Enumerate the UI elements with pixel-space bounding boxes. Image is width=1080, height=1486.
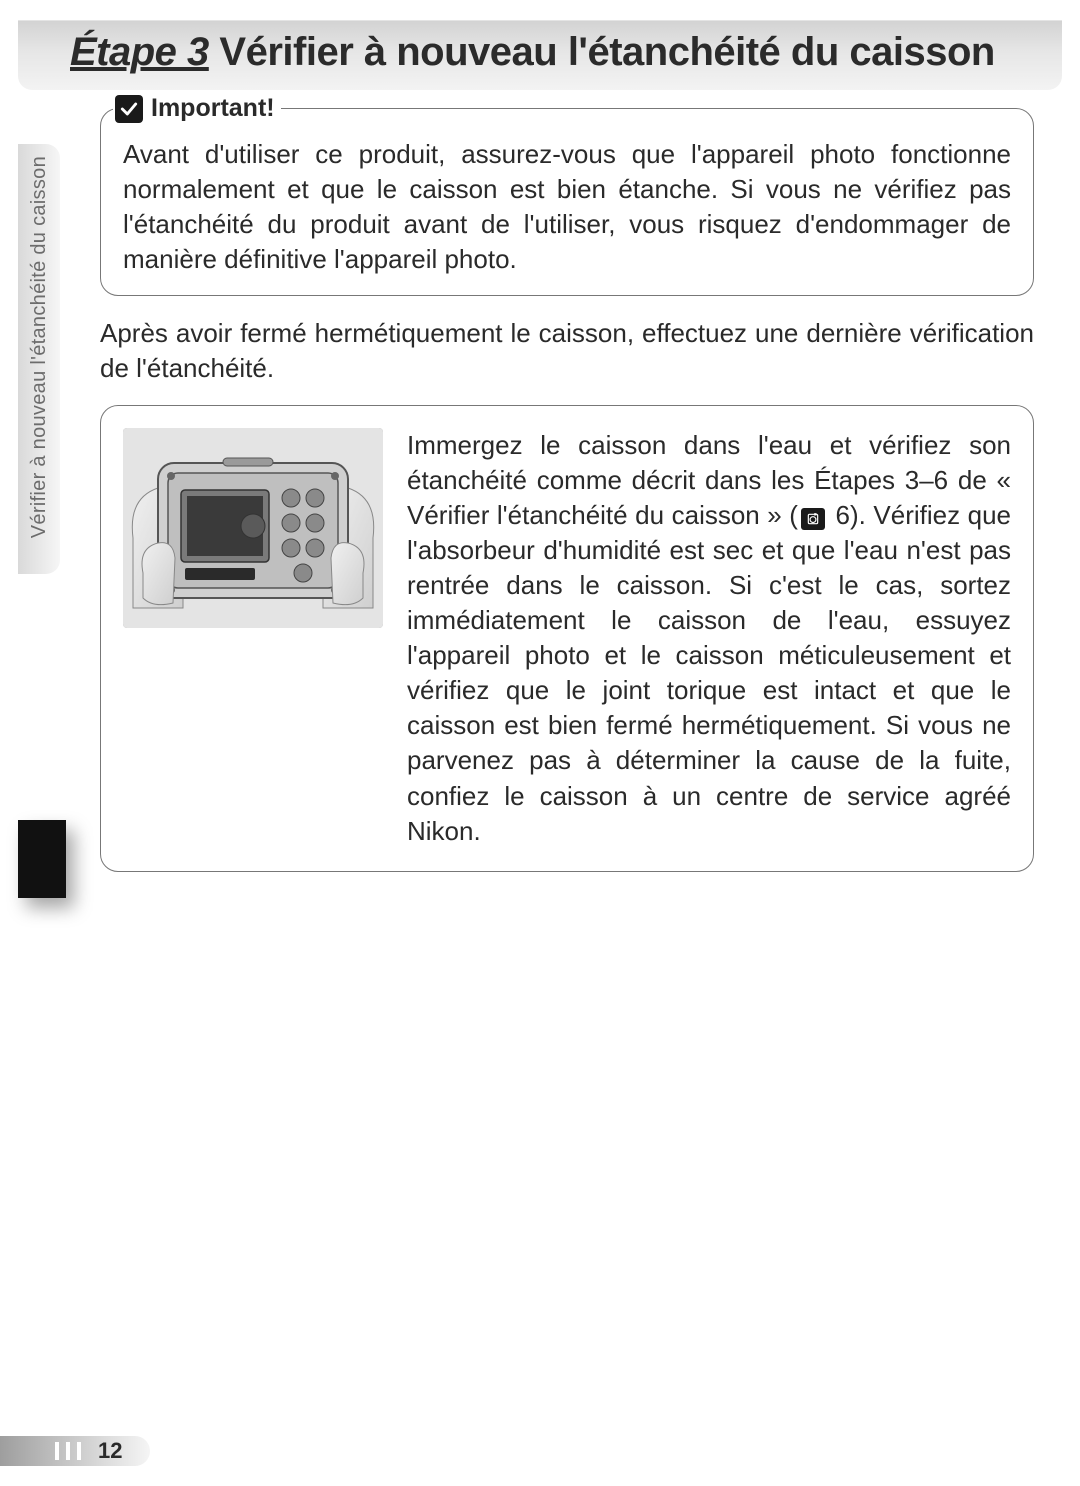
instruction-ref-page: 6 [836, 500, 850, 530]
page-wrap: Étape 3 Vérifier à nouveau l'étanchéité … [18, 20, 1062, 1466]
page-footer: 12 [0, 1426, 1080, 1466]
instruction-text: Immergez le caisson dans l'eau et vérifi… [407, 428, 1011, 849]
side-tab-text: Vérifier à nouveau l'étanchéité du caiss… [28, 156, 51, 538]
page-number: 12 [98, 1438, 122, 1464]
instruction-post: ). Vérifiez que l'absorbeur d'humidité e… [407, 500, 1011, 846]
check-icon [115, 95, 143, 123]
intro-paragraph: Après avoir fermé hermétiquement le cais… [100, 316, 1034, 386]
important-legend: Important! [113, 94, 281, 123]
camera-housing-illustration [123, 428, 383, 628]
side-tab: Vérifier à nouveau l'étanchéité du caiss… [18, 144, 60, 574]
important-callout: Important! Avant d'utiliser ce produit, … [100, 108, 1034, 296]
important-label: Important! [151, 94, 275, 123]
page-heading: Étape 3 Vérifier à nouveau l'étanchéité … [18, 20, 1062, 90]
heading-title: Vérifier à nouveau l'étanchéité du caiss… [209, 30, 995, 74]
footer-ticks-icon [55, 1442, 81, 1460]
content-area: Important! Avant d'utiliser ce produit, … [100, 108, 1034, 872]
important-text: Avant d'utiliser ce produit, assurez-vou… [123, 137, 1011, 277]
footer-bar: 12 [0, 1436, 150, 1466]
instruction-box: Immergez le caisson dans l'eau et vérifi… [100, 405, 1034, 872]
page-ref-icon [801, 508, 825, 530]
step-label: Étape 3 [70, 30, 209, 74]
section-tab-black [18, 820, 66, 898]
